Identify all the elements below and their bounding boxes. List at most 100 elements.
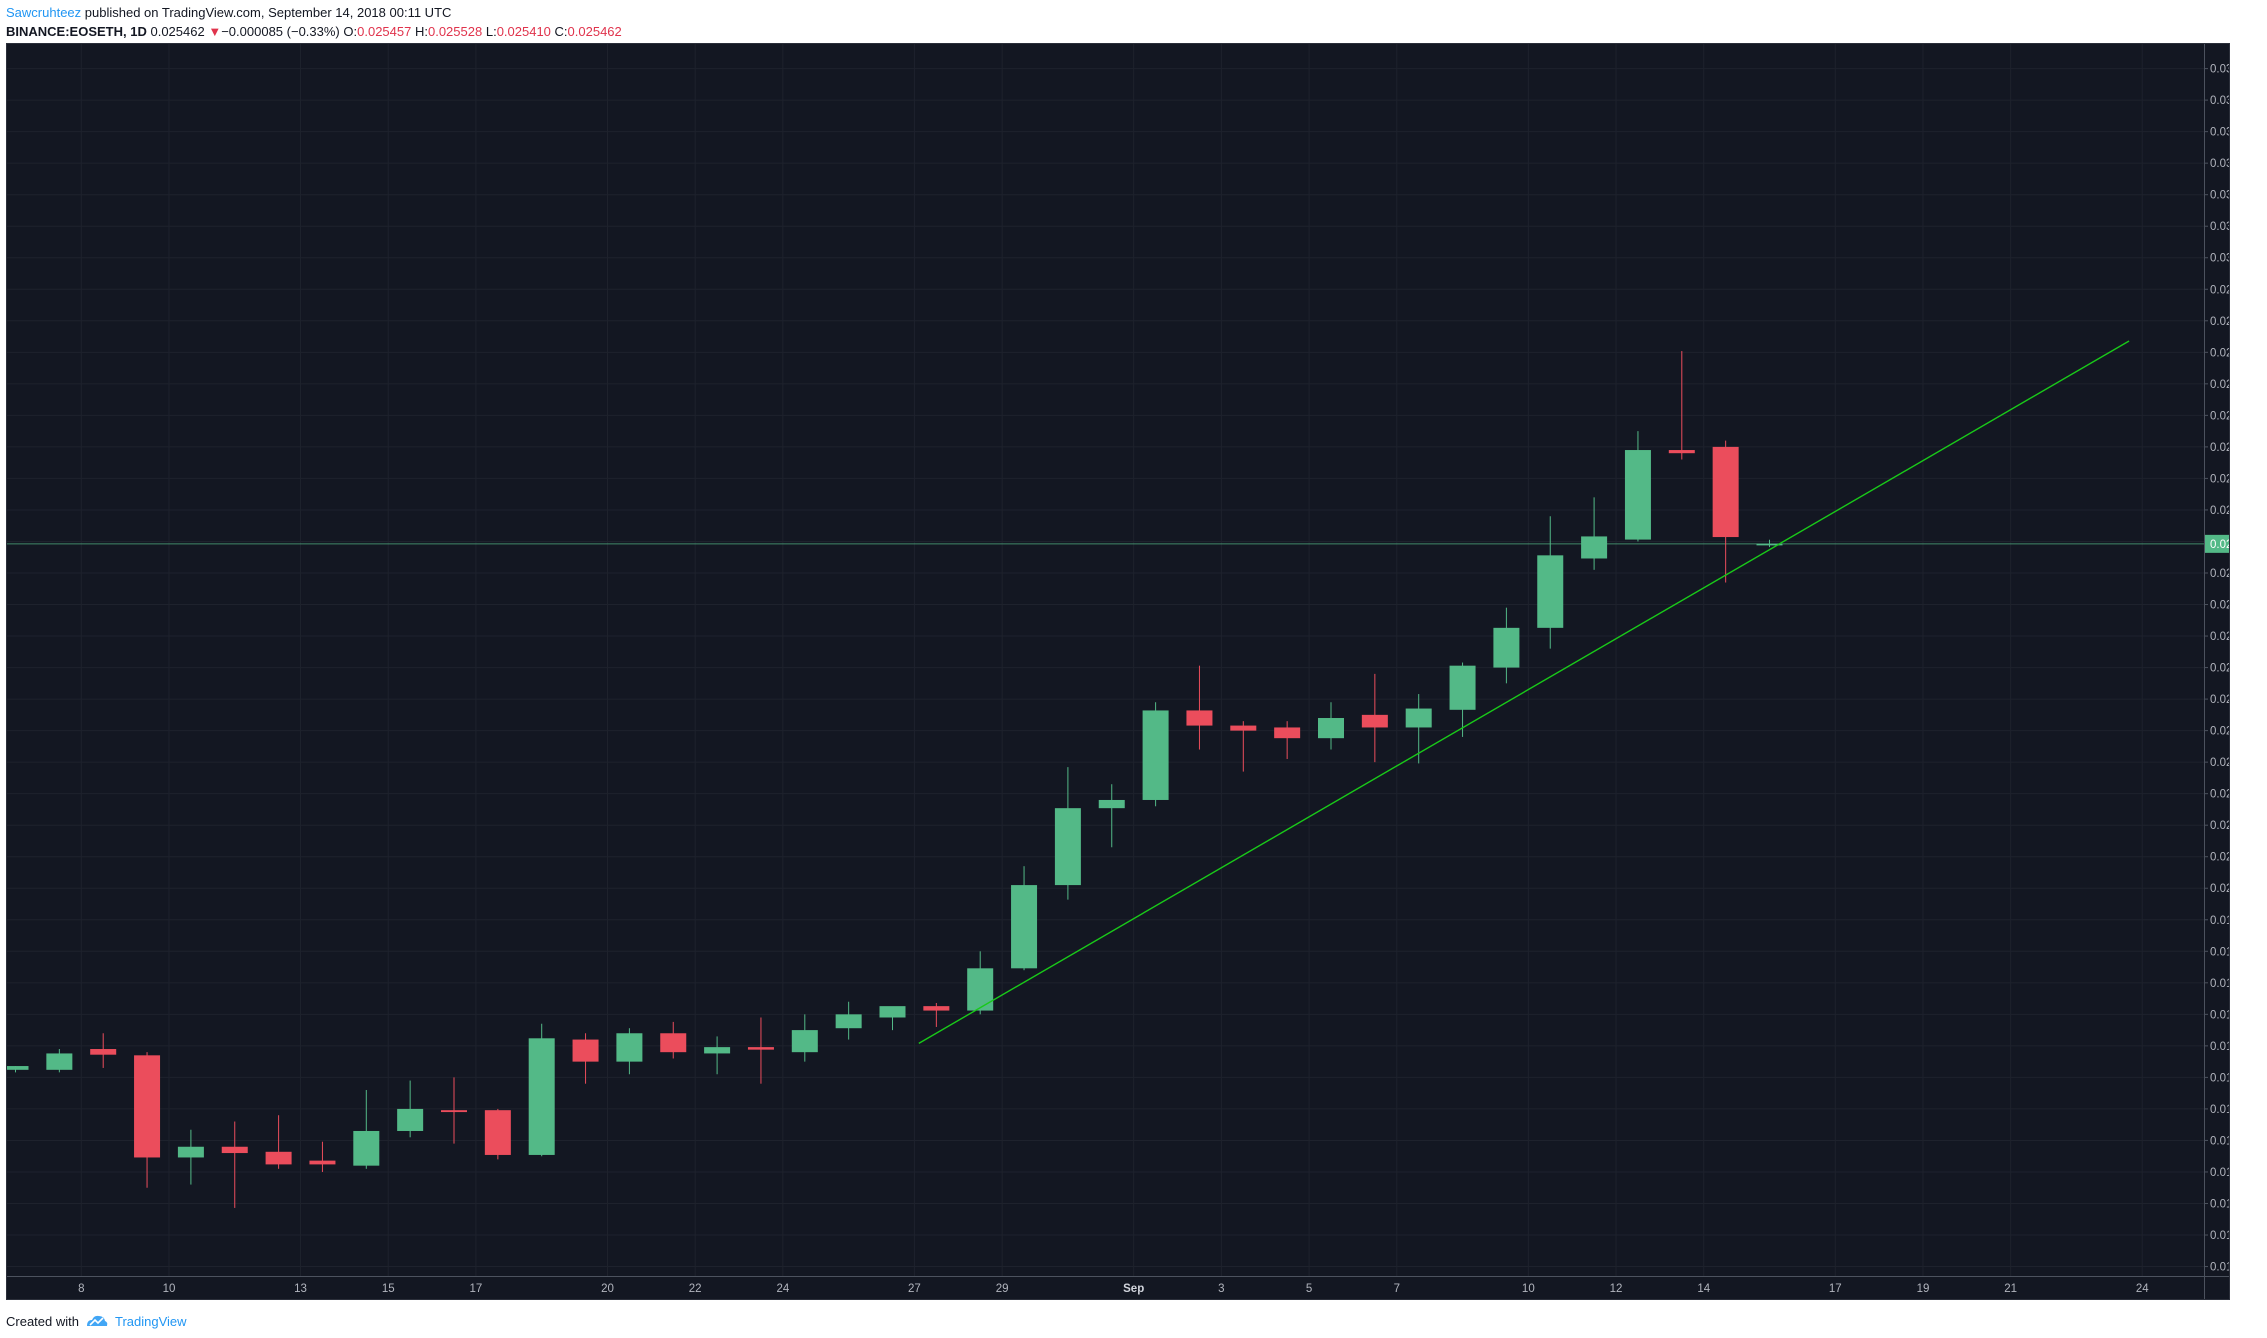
candle-body[interactable] xyxy=(1054,808,1081,886)
candle-body[interactable] xyxy=(572,1039,599,1062)
candle-body[interactable] xyxy=(616,1033,643,1062)
candle-body[interactable] xyxy=(221,1146,248,1154)
y-tick-label: 0.022500 xyxy=(2210,726,2229,738)
y-tick-label: 0.017000 xyxy=(2210,1072,2229,1084)
candle-body[interactable] xyxy=(397,1108,424,1131)
candle-body[interactable] xyxy=(46,1053,73,1070)
y-tick-label: 0.026500 xyxy=(2210,473,2229,485)
x-tick-label: 10 xyxy=(163,1283,176,1295)
trendline[interactable] xyxy=(918,340,2130,1044)
x-tick-label: 15 xyxy=(382,1283,395,1295)
y-tick-label: 0.014000 xyxy=(2210,1262,2229,1274)
candle-body[interactable] xyxy=(1230,725,1257,731)
created-with-label: Created with xyxy=(6,1313,79,1329)
symbol-line: BINANCE:EOSETH, 1D 0.025462 ▼−0.000085 (… xyxy=(6,22,1206,41)
candle-body[interactable] xyxy=(1537,555,1564,628)
candle-body[interactable] xyxy=(90,1049,117,1055)
candle-body[interactable] xyxy=(1405,708,1432,728)
open-value: 0.025457 xyxy=(357,24,412,39)
y-tick-label: 0.019500 xyxy=(2210,915,2229,927)
x-tick-label: 14 xyxy=(1697,1283,1710,1295)
candle-body[interactable] xyxy=(967,968,994,1011)
candle-body[interactable] xyxy=(1274,727,1301,739)
candle-body[interactable] xyxy=(879,1006,906,1018)
y-tick-label: 0.023000 xyxy=(2210,694,2229,706)
chart-background xyxy=(7,44,2229,1299)
x-tick-label: 17 xyxy=(470,1283,483,1295)
x-tick-label: 24 xyxy=(2136,1283,2149,1295)
low-label: L: xyxy=(485,24,497,39)
chart-frame[interactable]: 0.014000 0.014500 0.015000 0.015500 0.016000… xyxy=(6,43,2230,1300)
close-label: C: xyxy=(554,24,568,39)
candle-body[interactable] xyxy=(177,1146,204,1158)
y-tick-label: 0.031500 xyxy=(2210,158,2229,170)
x-tick-label: 12 xyxy=(1610,1283,1623,1295)
y-tick-label: 0.033000 xyxy=(2210,64,2229,76)
down-arrow-icon: ▼ xyxy=(208,24,222,39)
candle-body[interactable] xyxy=(1098,799,1125,809)
y-tick-label: 0.015000 xyxy=(2210,1198,2229,1210)
publish-line: Sawcruhteez published on TradingView.com… xyxy=(6,3,1206,22)
y-tick-label: 0.020500 xyxy=(2210,852,2229,864)
x-tick-label: 24 xyxy=(776,1283,789,1295)
y-tick-label: 0.019000 xyxy=(2210,946,2229,958)
y-tick-label: 0.028000 xyxy=(2210,379,2229,391)
candle-body[interactable] xyxy=(484,1110,511,1155)
y-tick-label: 0.029000 xyxy=(2210,316,2229,328)
candle-body[interactable] xyxy=(704,1047,731,1054)
x-tick-label: Sep xyxy=(1123,1283,1144,1295)
publish-info: published on TradingView.com, September … xyxy=(81,5,452,20)
y-tick-label: 0.015500 xyxy=(2210,1167,2229,1179)
candle-body[interactable] xyxy=(1581,536,1608,559)
candle-body[interactable] xyxy=(1011,885,1038,969)
y-tick-label: 0.018000 xyxy=(2210,1009,2229,1021)
author-link[interactable]: Sawcruhteez xyxy=(6,5,82,20)
tradingview-link[interactable]: TradingView xyxy=(85,1314,187,1329)
candle-body[interactable] xyxy=(1449,665,1476,710)
candle-body[interactable] xyxy=(134,1055,161,1158)
candlestick-chart[interactable]: 0.014000 0.014500 0.015000 0.015500 0.016000… xyxy=(7,44,2229,1299)
x-tick-label: 13 xyxy=(294,1283,307,1295)
y-tick-label: 0.020000 xyxy=(2210,883,2229,895)
candle-body[interactable] xyxy=(1186,710,1213,726)
footer: Created with TradingView xyxy=(6,1309,187,1333)
candle-body[interactable] xyxy=(660,1033,687,1053)
chart-header: Sawcruhteez published on TradingView.com… xyxy=(6,3,1206,41)
y-tick-label: 0.032500 xyxy=(2210,95,2229,107)
candle-body[interactable] xyxy=(1668,450,1695,454)
candle-body[interactable] xyxy=(7,1066,29,1070)
candle-body[interactable] xyxy=(309,1160,336,1165)
y-tick-label: 0.027500 xyxy=(2210,410,2229,422)
symbol-label: BINANCE:EOSETH, 1D xyxy=(6,24,147,39)
candle-body[interactable] xyxy=(791,1030,818,1053)
candle-body[interactable] xyxy=(353,1130,380,1166)
x-tick-label: 17 xyxy=(1829,1283,1842,1295)
candle-body[interactable] xyxy=(1142,710,1169,800)
y-tick-label: 0.027000 xyxy=(2210,442,2229,454)
candle-body[interactable] xyxy=(1624,450,1651,540)
candle-body[interactable] xyxy=(441,1110,467,1113)
candle-body[interactable] xyxy=(1756,543,1783,546)
y-tick-label: 0.028500 xyxy=(2210,347,2229,359)
candle-body[interactable] xyxy=(1361,714,1388,728)
candle-body[interactable] xyxy=(747,1047,774,1050)
candle-body[interactable] xyxy=(1712,446,1739,538)
price-change: −0.000085 (−0.33%) xyxy=(221,24,340,39)
y-tick-label: 0.017500 xyxy=(2210,1041,2229,1053)
y-tick-label: 0.018500 xyxy=(2210,978,2229,990)
y-tick-label: 0.016000 xyxy=(2210,1135,2229,1147)
candle-body[interactable] xyxy=(923,1006,950,1011)
last-price-label: 0.025462 xyxy=(2210,539,2229,551)
x-tick-label: 5 xyxy=(1306,1283,1312,1295)
candle-body[interactable] xyxy=(1318,718,1344,739)
y-tick-label: 0.029500 xyxy=(2210,284,2229,296)
candle-body[interactable] xyxy=(265,1151,292,1165)
high-value: 0.025528 xyxy=(427,24,483,39)
candle-body[interactable] xyxy=(528,1038,555,1155)
candle-body[interactable] xyxy=(835,1014,862,1029)
last-price-badge xyxy=(2205,534,2229,553)
high-label: H: xyxy=(414,24,428,39)
y-tick-label: 0.024000 xyxy=(2210,631,2229,643)
open-label: O: xyxy=(343,24,358,39)
candle-body[interactable] xyxy=(1493,627,1520,668)
